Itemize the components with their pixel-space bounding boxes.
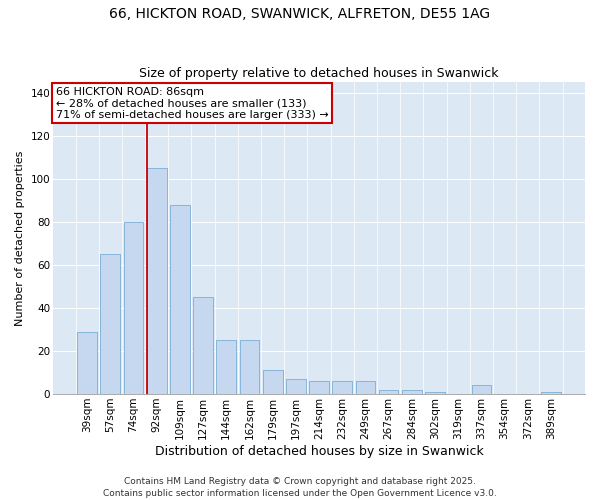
Bar — [286, 379, 306, 394]
Bar — [472, 386, 491, 394]
Bar — [124, 222, 143, 394]
Bar — [332, 381, 352, 394]
Text: 66, HICKTON ROAD, SWANWICK, ALFRETON, DE55 1AG: 66, HICKTON ROAD, SWANWICK, ALFRETON, DE… — [109, 8, 491, 22]
Bar — [77, 332, 97, 394]
Y-axis label: Number of detached properties: Number of detached properties — [15, 150, 25, 326]
Bar — [217, 340, 236, 394]
Bar — [379, 390, 398, 394]
Text: Contains HM Land Registry data © Crown copyright and database right 2025.
Contai: Contains HM Land Registry data © Crown c… — [103, 476, 497, 498]
Bar — [170, 204, 190, 394]
Bar — [402, 390, 422, 394]
Bar — [541, 392, 561, 394]
Title: Size of property relative to detached houses in Swanwick: Size of property relative to detached ho… — [139, 66, 499, 80]
Text: 66 HICKTON ROAD: 86sqm
← 28% of detached houses are smaller (133)
71% of semi-de: 66 HICKTON ROAD: 86sqm ← 28% of detached… — [56, 86, 328, 120]
Bar — [147, 168, 167, 394]
Bar — [100, 254, 120, 394]
X-axis label: Distribution of detached houses by size in Swanwick: Distribution of detached houses by size … — [155, 444, 484, 458]
Bar — [356, 381, 375, 394]
Bar — [263, 370, 283, 394]
Bar — [239, 340, 259, 394]
Bar — [425, 392, 445, 394]
Bar — [193, 297, 213, 394]
Bar — [309, 381, 329, 394]
